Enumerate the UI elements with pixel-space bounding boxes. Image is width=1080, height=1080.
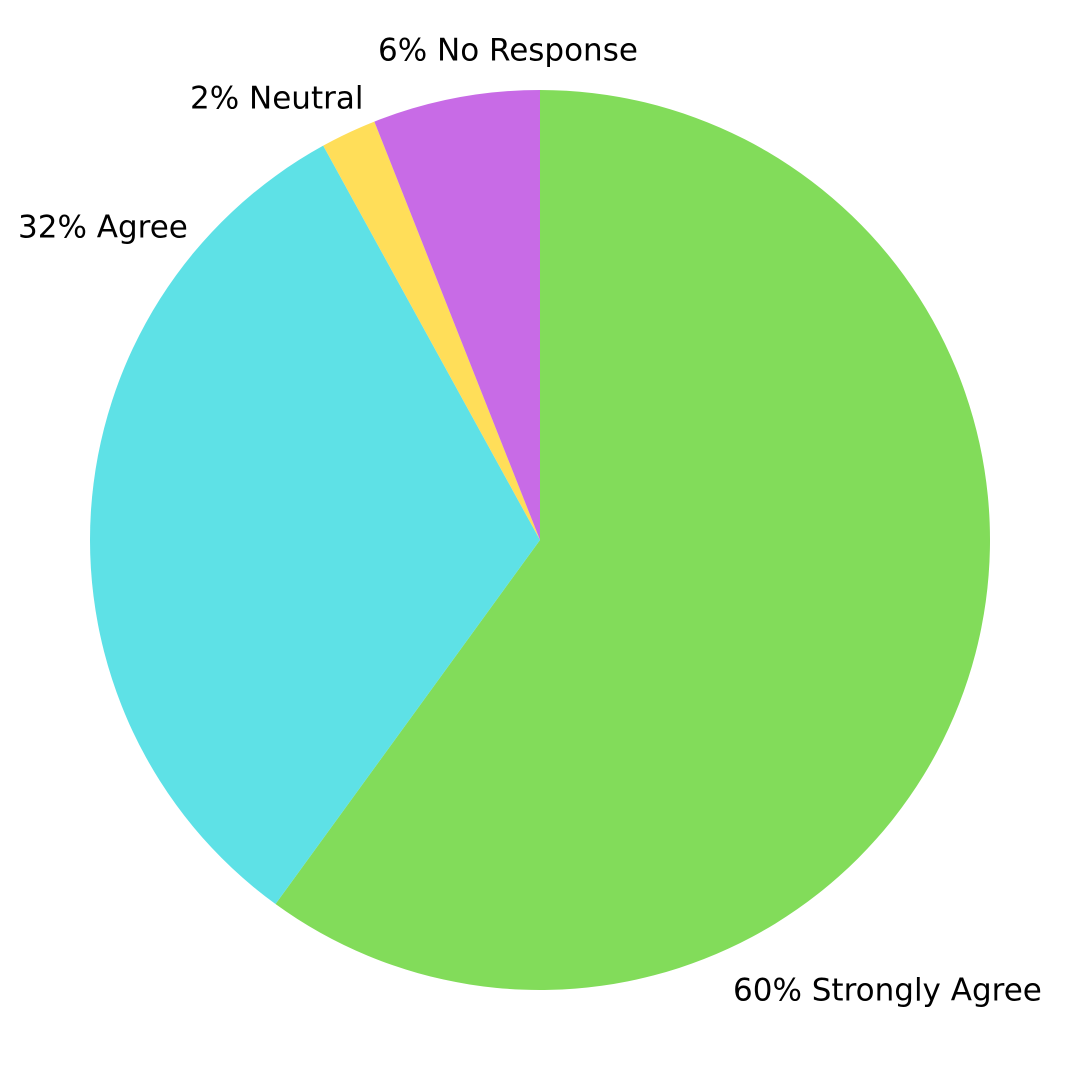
slice-label: 60% Strongly Agree bbox=[733, 973, 1042, 1009]
slice-label: 32% Agree bbox=[18, 210, 188, 246]
pie-slice bbox=[374, 90, 540, 540]
pie-slice bbox=[275, 90, 991, 991]
pie-slice bbox=[323, 121, 540, 540]
slice-label: 6% No Response bbox=[378, 33, 638, 69]
pie-slice bbox=[89, 145, 540, 905]
slice-label: 2% Neutral bbox=[190, 81, 363, 117]
